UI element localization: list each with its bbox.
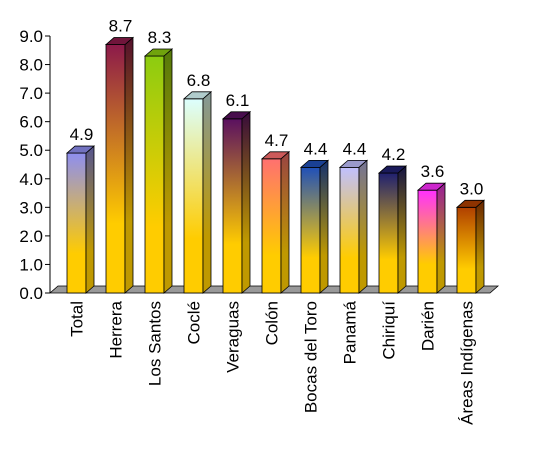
- bar: [182, 90, 213, 294]
- category-label: Coclé: [185, 301, 204, 344]
- bar-side: [202, 90, 212, 294]
- bar-side: [358, 159, 368, 294]
- bar: [65, 145, 96, 294]
- y-axis: 0.0 1.0 2.0 3.0 4.0 5.0 6.0 7.0 8.0 9.0: [19, 27, 51, 303]
- bar: [299, 159, 330, 294]
- bar-front: [456, 206, 477, 294]
- bar-side: [163, 48, 173, 294]
- category-label: Veraguas: [224, 301, 243, 373]
- category-label: Total: [68, 301, 87, 337]
- bar-top: [65, 145, 96, 154]
- bar-side: [436, 182, 446, 294]
- bar-front: [183, 98, 204, 294]
- bar-front: [66, 152, 87, 294]
- value-label: 6.1: [226, 91, 250, 110]
- bar-front: [222, 118, 243, 294]
- bar-front: [417, 189, 438, 294]
- category-label: Los Santos: [146, 301, 165, 386]
- value-label: 4.7: [265, 131, 289, 150]
- bar-top: [104, 37, 135, 45]
- bar-side: [241, 110, 251, 294]
- bar-front: [300, 166, 321, 294]
- bar: [260, 150, 291, 294]
- bar-side: [319, 159, 329, 294]
- category-label: Bocas del Toro: [302, 301, 321, 413]
- bar: [221, 110, 252, 294]
- category-label: Darién: [419, 301, 438, 351]
- bar: [416, 182, 447, 294]
- value-label: 4.4: [304, 139, 328, 158]
- bar: [338, 159, 369, 294]
- bar-front: [144, 55, 165, 294]
- y-tick-label: 4.0: [19, 170, 43, 189]
- bar: [377, 165, 408, 294]
- bar-top: [377, 165, 408, 174]
- category-labels: Total Herrera Los Santos Coclé Veraguas Colón…: [68, 300, 477, 424]
- category-label: Herrera: [107, 300, 126, 358]
- y-tick-label: 2.0: [19, 227, 43, 246]
- bar: [143, 48, 174, 294]
- category-label: Áreas Indígenas: [458, 301, 477, 425]
- value-label: 4.9: [70, 125, 94, 144]
- bar-front: [378, 172, 399, 294]
- bar-top: [338, 159, 369, 168]
- bar-top: [182, 91, 213, 100]
- value-label: 4.4: [343, 139, 367, 158]
- value-label: 6.8: [187, 71, 211, 90]
- value-label: 3.0: [460, 179, 484, 198]
- bar-front: [339, 166, 360, 294]
- y-tick-label: 9.0: [19, 27, 43, 46]
- value-label: 3.6: [421, 162, 445, 181]
- bar-front: [261, 158, 282, 294]
- bar-side: [85, 145, 95, 294]
- bar-side: [397, 165, 407, 294]
- bar-side: [280, 150, 290, 294]
- bar-front: [105, 44, 126, 294]
- value-label: 4.2: [382, 145, 406, 164]
- value-label: 8.3: [148, 28, 172, 47]
- bars: [65, 36, 486, 294]
- bar-side: [124, 36, 134, 294]
- bar: [455, 199, 486, 294]
- category-label: Colón: [263, 301, 282, 345]
- bar-top: [299, 159, 330, 168]
- value-label: 8.7: [109, 17, 133, 36]
- bar: [104, 36, 135, 294]
- category-label: Panamá: [341, 300, 360, 364]
- y-tick-label: 1.0: [19, 255, 43, 274]
- category-label: Chiriquí: [380, 301, 399, 360]
- y-tick-label: 0.0: [19, 284, 43, 303]
- value-labels: 4.9 8.7 8.3 6.8 6.1 4.7 4.4 4.4 4.2 3.6 3.0: [70, 17, 484, 199]
- y-tick-label: 5.0: [19, 141, 43, 160]
- bar-side: [475, 199, 485, 294]
- bar-top: [455, 199, 486, 208]
- bar-top: [416, 182, 447, 191]
- y-tick-label: 6.0: [19, 113, 43, 132]
- bar-top: [143, 48, 174, 57]
- bar-top: [260, 151, 291, 160]
- y-tick-label: 8.0: [19, 56, 43, 75]
- bar-top: [221, 111, 252, 120]
- y-tick-label: 7.0: [19, 84, 43, 103]
- y-tick-label: 3.0: [19, 198, 43, 217]
